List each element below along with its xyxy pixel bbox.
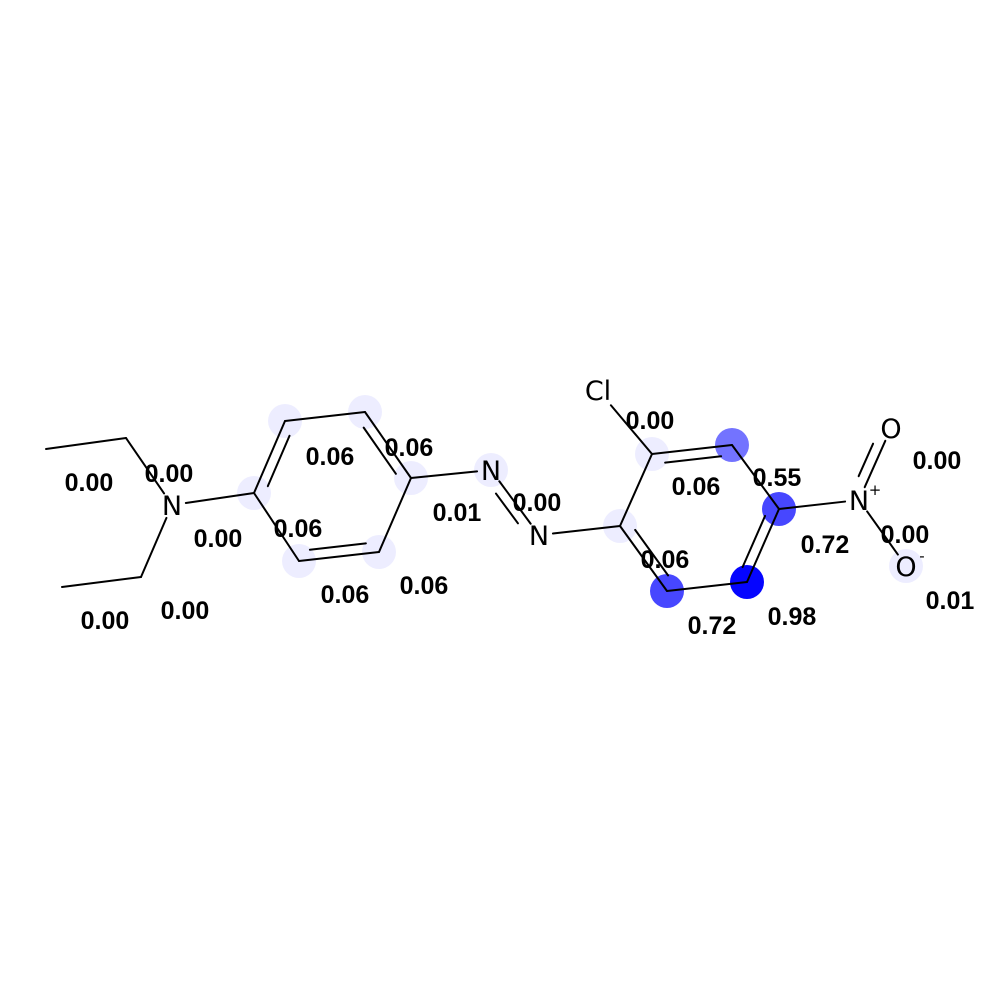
atom-score-o_nitro_double: 0.00 [913, 447, 962, 475]
bond-c_ethyl_top_end-c_ethyl_top_ch2 [45, 437, 127, 450]
atom-score-c_ring1_top_right: 0.06 [385, 434, 434, 462]
atom-label-n_azo_1: N [481, 456, 501, 487]
bond-double-c_ring1_top_right-c_ring1_ipso_azo [362, 426, 397, 475]
atom-score-c_ethyl_top_end: 0.00 [65, 469, 114, 497]
bond-double-c_ring2_c_cl-c_ring2_top_right [664, 455, 723, 464]
bond-c_ring2_ipso_azo-c_ring2_c_cl [619, 453, 653, 527]
bond-n_amine-c_ring1_ipso_n [184, 492, 255, 504]
atom-label-o_nitro_minus: O [895, 552, 916, 583]
atom-score-n_azo_1: 0.01 [433, 499, 482, 527]
atom-score-c_ethyl_top_ch2: 0.00 [145, 460, 194, 488]
bond-c_ring1_bot_left-c_ring1_ipso_n [253, 492, 300, 562]
bond-c_ethyl_bot_ch2-c_ethyl_bot_end [61, 576, 142, 588]
atom-score-n_amine: 0.00 [194, 525, 243, 553]
atom-score-c_ring1_ipso_n: 0.06 [274, 515, 323, 543]
bond-n_azo_2-c_ring2_ipso_azo [551, 525, 621, 535]
bond-c_ring1_ipso_n-c_ring1_top_left [253, 420, 286, 494]
atom-charge-n_nitro: + [869, 481, 882, 499]
bond-double-c_ring2_bot_left-c_ring2_ipso_azo [634, 528, 670, 577]
bond-c_ring2_bot_left-c_ring2_ipso_azo [619, 525, 668, 592]
atom-score-c_ethyl_bot_end: 0.00 [81, 607, 130, 635]
atom-highlight-o_nitro_minus [889, 549, 923, 583]
atom-label-cl: Cl [585, 376, 611, 407]
atom-score-o_nitro_minus: 0.01 [926, 587, 975, 615]
bond-c_ring1_top_right-c_ring1_ipso_azo [364, 411, 412, 479]
atom-score-c_ring1_bot_left: 0.06 [321, 581, 370, 609]
bond-c_ring2_c_cl-c_ring2_top_right [651, 444, 733, 455]
bond-c_ring2_bot_right-c_ring2_bot_left [666, 581, 748, 592]
atom-scores: 0.00 0.00 0.00 0.00 0.00 0.06 0.06 0.06 0.06 0.06… [65, 407, 975, 640]
bond-n_azo_1-n_azo_2 [498, 480, 532, 525]
atom-label-n_amine: N [162, 491, 182, 522]
atom-score-n_nitro: 0.00 [881, 521, 930, 549]
bond-c_ring1_ipso_azo-c_ring1_bot_right [378, 477, 412, 553]
bond-c_ring2_c_no2-c_ring2_bot_right [746, 508, 780, 583]
atom-score-cl: 0.00 [626, 407, 675, 435]
atom-label-n_azo_2: N [529, 521, 549, 552]
bond-c_ring2_c_no2-n_nitro [778, 500, 847, 510]
bond-n_nitro-o_nitro_minus [866, 510, 899, 556]
atom-label-o_nitro_double: O [880, 414, 901, 445]
bond-double-n_azo_1-n_azo_2 [494, 492, 519, 525]
atom-score-c_ring2_bot_left: 0.72 [688, 612, 737, 640]
atom-score-c_ring2_c_no2: 0.72 [801, 531, 850, 559]
bond-c_ring1_bot_right-c_ring1_bot_left [298, 551, 380, 562]
atom-score-c_ring2_ipso_azo: 0.06 [641, 546, 690, 574]
bond-c_ring1_ipso_azo-n_azo_1 [410, 470, 479, 479]
bond-double-c_ring1_bot_right-c_ring1_bot_left [308, 542, 367, 551]
bond-c_ring2_c_cl-cl [609, 404, 653, 455]
bond-n_nitro-o_nitro_double [863, 439, 887, 489]
bonds [45, 404, 899, 592]
atom-score-c_ring2_bot_right: 0.98 [768, 603, 817, 631]
atom-highlights [237, 395, 923, 608]
atom-score-c_ethyl_bot_ch2: 0.00 [161, 597, 210, 625]
atom-score-c_ring1_bot_right: 0.06 [400, 572, 449, 600]
atom-score-c_ring1_top_left: 0.06 [306, 443, 355, 471]
atom-charge-o_nitro_minus: - [919, 547, 924, 565]
atom-score-c_ring2_top_right: 0.55 [753, 464, 802, 492]
atom-score-n_azo_2: 0.00 [513, 489, 562, 517]
bond-c_ring1_top_left-c_ring1_top_right [284, 411, 366, 422]
bond-double-c_ring1_ipso_n-c_ring1_top_left [266, 434, 291, 488]
atom-score-c_ring2_c_cl: 0.06 [672, 473, 721, 501]
bond-c_ethyl_top_ch2-n_amine [125, 437, 166, 495]
atom-label-n_nitro: N [849, 486, 869, 517]
bond-n_amine-c_ethyl_bot_ch2 [140, 516, 168, 578]
bond-double-c_ring2_c_no2-c_ring2_bot_right [741, 514, 767, 569]
bond-c_ring2_top_right-c_ring2_c_no2 [731, 444, 780, 510]
bond-double-n_nitro-o_nitro_double [857, 442, 875, 478]
atom-highlight-n_azo_1 [474, 453, 508, 487]
